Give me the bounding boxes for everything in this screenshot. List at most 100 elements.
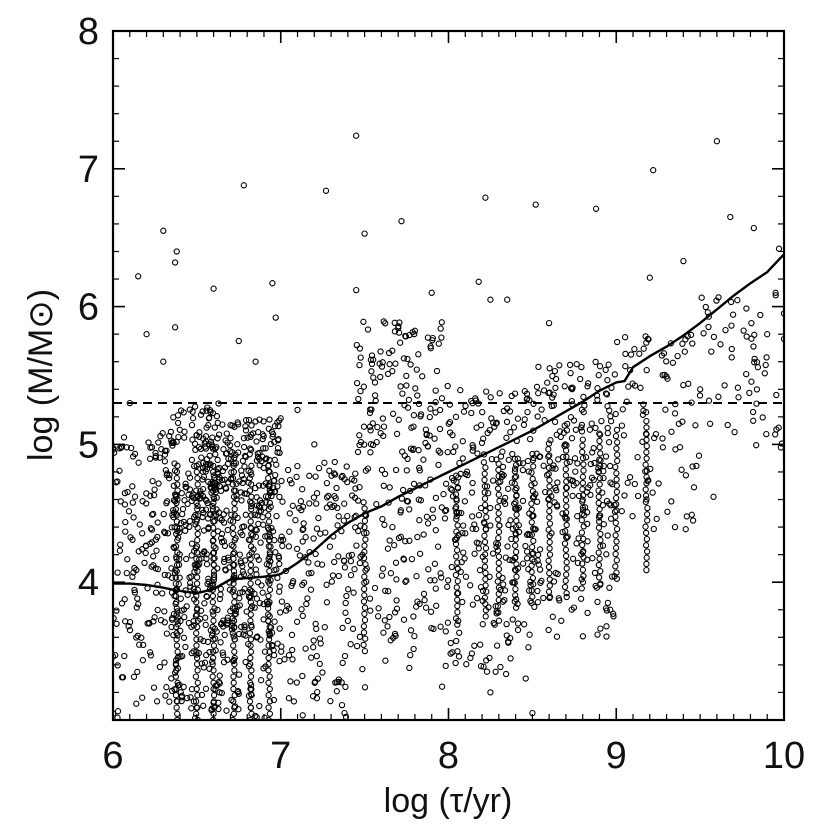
data-point [344, 617, 352, 625]
data-point [563, 534, 570, 541]
data-point [592, 424, 599, 432]
data-point [209, 592, 217, 600]
data-point [663, 373, 670, 380]
data-point [188, 552, 195, 559]
data-point [687, 331, 695, 339]
data-point [223, 707, 230, 714]
data-point [214, 456, 221, 464]
data-point [266, 549, 273, 556]
data-point [463, 661, 470, 668]
data-point [381, 470, 389, 478]
data-point [265, 506, 272, 513]
data-point [479, 621, 486, 628]
data-point [315, 464, 323, 472]
data-point [361, 592, 368, 599]
data-point [135, 601, 142, 608]
data-point [538, 577, 545, 584]
data-point [191, 462, 198, 470]
data-point [189, 436, 196, 443]
data-point [775, 424, 782, 431]
data-point [519, 460, 527, 467]
data-point [367, 607, 374, 614]
data-point [194, 524, 201, 531]
data-point [230, 561, 237, 569]
data-point [299, 581, 306, 589]
data-point [248, 422, 255, 429]
data-point [387, 637, 394, 644]
data-point [590, 445, 597, 452]
data-point [222, 484, 229, 491]
data-point [403, 467, 410, 474]
data-point [367, 441, 375, 448]
data-point [552, 484, 559, 492]
data-point [265, 661, 272, 668]
data-point [360, 623, 368, 630]
data-point [570, 417, 578, 424]
data-point [172, 692, 180, 699]
data-point [612, 519, 619, 527]
data-point [293, 618, 301, 625]
data-point [193, 462, 200, 469]
data-point [646, 274, 653, 281]
data-point [425, 566, 432, 573]
data-point [552, 384, 559, 392]
data-point [403, 382, 410, 389]
data-point [454, 596, 461, 603]
data-point [561, 540, 569, 547]
data-point [587, 460, 594, 468]
data-point [193, 648, 200, 655]
data-point [299, 503, 307, 510]
data-point [348, 475, 355, 483]
data-point [452, 443, 459, 450]
data-point [483, 483, 491, 490]
data-point [528, 568, 535, 576]
data-point [297, 498, 305, 505]
data-point [472, 525, 480, 533]
data-point [247, 543, 255, 550]
data-point [220, 659, 228, 666]
data-point [268, 641, 276, 649]
data-point [361, 585, 368, 593]
data-point [413, 573, 420, 580]
data-point [679, 340, 686, 347]
data-point [621, 492, 628, 499]
data-point [612, 432, 620, 440]
data-point [411, 330, 418, 338]
data-point [213, 443, 220, 451]
data-point [612, 494, 620, 502]
data-point [477, 504, 485, 512]
data-point [210, 493, 217, 500]
y-tick-label: 5 [78, 424, 99, 466]
data-point [763, 354, 770, 361]
data-point [515, 504, 523, 511]
data-point [561, 422, 568, 429]
data-point [432, 585, 439, 592]
data-point [248, 512, 255, 519]
data-point [292, 517, 299, 524]
data-point [259, 514, 266, 521]
data-point [170, 414, 177, 421]
data-point [210, 648, 217, 655]
data-point [482, 613, 489, 620]
data-point [193, 599, 200, 606]
data-point [408, 424, 415, 431]
data-point [114, 714, 121, 720]
data-point [513, 561, 520, 568]
data-point [247, 524, 254, 531]
data-point [117, 541, 124, 548]
data-point [713, 138, 721, 145]
data-point [193, 561, 200, 569]
data-point [129, 499, 136, 506]
data-point [353, 542, 360, 549]
data-point [136, 521, 143, 528]
data-point [502, 670, 510, 678]
data-point [124, 556, 131, 563]
data-point [613, 482, 620, 489]
data-point [114, 569, 121, 576]
data-point [529, 475, 536, 483]
data-point [471, 550, 478, 557]
data-point [519, 466, 527, 474]
data-point [578, 406, 586, 413]
data-point [240, 475, 247, 483]
data-point [227, 455, 235, 462]
